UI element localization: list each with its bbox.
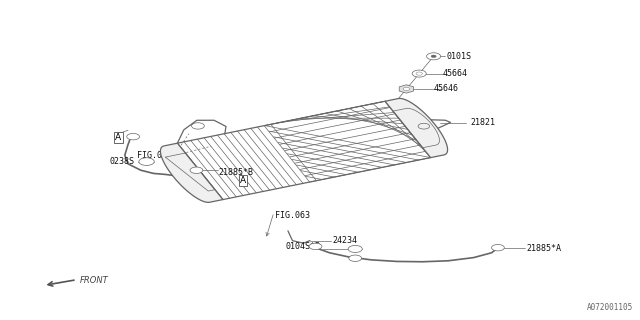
Circle shape (190, 167, 203, 173)
Circle shape (139, 158, 154, 165)
Polygon shape (161, 143, 223, 202)
Text: 0238S: 0238S (109, 157, 134, 166)
Text: A: A (115, 133, 122, 142)
Text: A: A (240, 176, 246, 185)
Circle shape (431, 55, 436, 58)
Circle shape (127, 133, 140, 140)
Circle shape (309, 243, 322, 250)
Circle shape (403, 87, 410, 91)
Text: 21885*B: 21885*B (219, 168, 254, 177)
Text: A072001105: A072001105 (588, 303, 634, 312)
Text: 21885*A: 21885*A (526, 244, 561, 253)
Text: 45664: 45664 (443, 69, 468, 78)
Circle shape (412, 70, 426, 77)
Circle shape (492, 244, 504, 251)
Circle shape (427, 53, 441, 60)
Text: FRONT: FRONT (80, 276, 109, 285)
Text: 0104S*B: 0104S*B (285, 242, 320, 251)
Text: 21821: 21821 (470, 118, 495, 127)
Text: 45646: 45646 (434, 84, 459, 93)
Text: FIG.063: FIG.063 (275, 211, 310, 220)
Polygon shape (399, 85, 413, 93)
Circle shape (416, 72, 422, 75)
Text: FIG.073: FIG.073 (136, 151, 172, 160)
Text: 0101S: 0101S (447, 52, 472, 61)
Polygon shape (385, 99, 447, 158)
Circle shape (348, 245, 362, 252)
Circle shape (349, 255, 362, 261)
Text: 24234: 24234 (332, 236, 357, 245)
